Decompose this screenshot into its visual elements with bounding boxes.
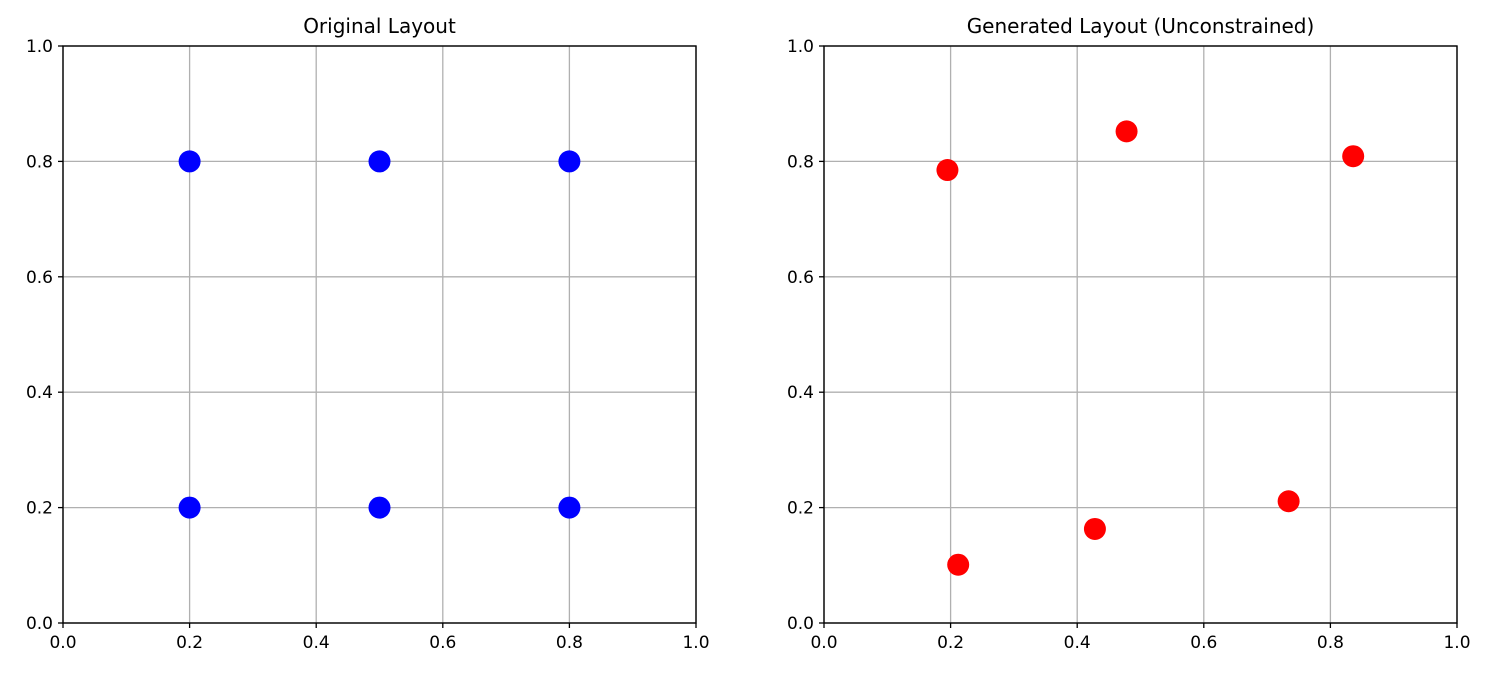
points-original <box>178 150 581 519</box>
scatter-point-generated <box>1342 145 1365 168</box>
y-tick-label-generated: 0.0 <box>787 614 814 634</box>
generated-layout-panel: Generated Layout (Unconstrained) 0.0 0.2 0… <box>787 14 1471 653</box>
scatter-point-generated <box>1277 490 1300 513</box>
x-tick-label-original: 0.0 <box>49 633 76 653</box>
y-tick-label-original: 0.4 <box>26 383 53 403</box>
y-tick-label-generated: 1.0 <box>787 37 814 57</box>
x-tick-label-generated: 0.8 <box>1317 633 1344 653</box>
scatter-point-original <box>178 150 201 173</box>
x-tick-label-generated: 1.0 <box>1443 633 1470 653</box>
scatter-point-original <box>558 150 581 173</box>
chart-title-original: Original Layout <box>303 14 456 38</box>
scatter-point-generated <box>947 553 970 576</box>
axes-frame-generated <box>823 45 1458 624</box>
x-tick-label-original: 0.2 <box>176 633 203 653</box>
ticks-original: 0.0 0.2 0.4 0.6 0.8 1.0 0.0 0.2 0.4 0.6 0.8 1.0 <box>26 37 710 653</box>
scatter-point-original <box>368 496 391 519</box>
y-tick-label-generated: 0.8 <box>787 152 814 172</box>
original-layout-panel: Original Layout 0.0 0.2 0.4 0.6 0.8 1.0 0.0 0.2… <box>26 14 710 653</box>
x-tick-label-generated: 0.6 <box>1190 633 1217 653</box>
y-tick-label-original: 0.6 <box>26 268 53 288</box>
y-tick-label-generated: 0.6 <box>787 268 814 288</box>
x-tick-label-generated: 0.2 <box>937 633 964 653</box>
y-tick-label-original: 0.0 <box>26 614 53 634</box>
chart-title-generated: Generated Layout (Unconstrained) <box>967 14 1315 38</box>
x-tick-label-generated: 0.4 <box>1064 633 1091 653</box>
grid-generated <box>823 45 1458 624</box>
y-tick-label-generated: 0.2 <box>787 499 814 519</box>
points-generated <box>936 120 1365 576</box>
x-tick-label-original: 0.6 <box>429 633 456 653</box>
ticks-generated: 0.0 0.2 0.4 0.6 0.8 1.0 0.0 0.2 0.4 0.6 0.8 1.0 <box>787 37 1471 653</box>
x-tick-label-original: 0.8 <box>556 633 583 653</box>
scatter-point-generated <box>1083 517 1106 540</box>
scatter-point-generated <box>936 159 959 182</box>
x-tick-label-original: 0.4 <box>303 633 330 653</box>
y-tick-label-original: 0.8 <box>26 152 53 172</box>
x-tick-label-generated: 0.0 <box>810 633 837 653</box>
y-tick-label-original: 0.2 <box>26 499 53 519</box>
scatter-point-original <box>178 496 201 519</box>
y-tick-label-generated: 0.4 <box>787 383 814 403</box>
scatter-point-original <box>558 496 581 519</box>
y-tick-label-original: 1.0 <box>26 37 53 57</box>
x-tick-label-original: 1.0 <box>682 633 709 653</box>
scatter-point-original <box>368 150 391 173</box>
axes-frame-original <box>62 45 697 624</box>
scatter-point-generated <box>1115 120 1138 143</box>
grid-original <box>62 45 697 624</box>
